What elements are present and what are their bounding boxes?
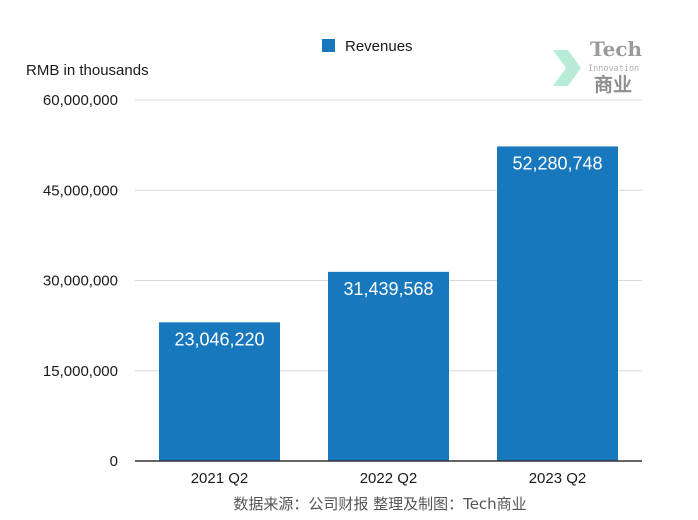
bar	[159, 322, 280, 461]
data-label: 31,439,568	[343, 279, 433, 299]
y-tick-label: 0	[110, 453, 118, 470]
watermark-subtitle: Innovation	[588, 64, 639, 74]
bars: 23,046,220 31,439,568 52,280,748	[159, 146, 618, 462]
source-note: 数据来源：公司财报 整理及制图：Tech商业	[233, 495, 526, 513]
data-label: 52,280,748	[512, 153, 602, 173]
watermark-title: Tech	[590, 37, 642, 61]
x-category-label: 2023 Q2	[529, 470, 587, 487]
y-tick-label: 60,000,000	[43, 92, 118, 109]
legend-swatch	[322, 39, 335, 52]
x-axis-categories: 2021 Q2 2022 Q2 2023 Q2	[191, 470, 587, 487]
y-axis-ticks: 0 15,000,000 30,000,000 45,000,000 60,000,00…	[43, 92, 118, 470]
legend: Revenues	[322, 38, 413, 55]
y-tick-label: 30,000,000	[43, 273, 118, 290]
data-label: 23,046,220	[174, 329, 264, 349]
y-axis-unit-label: RMB in thousands	[26, 62, 149, 79]
bar	[328, 271, 449, 461]
watermark-arrow-icon	[553, 50, 581, 86]
y-tick-label: 15,000,000	[43, 363, 118, 380]
watermark-logo: Tech Innovation 商业	[553, 37, 642, 96]
bar	[497, 146, 618, 462]
x-category-label: 2022 Q2	[360, 470, 418, 487]
x-category-label: 2021 Q2	[191, 470, 249, 487]
y-tick-label: 45,000,000	[43, 182, 118, 199]
legend-label: Revenues	[345, 38, 413, 55]
watermark-chinese: 商业	[594, 73, 632, 96]
